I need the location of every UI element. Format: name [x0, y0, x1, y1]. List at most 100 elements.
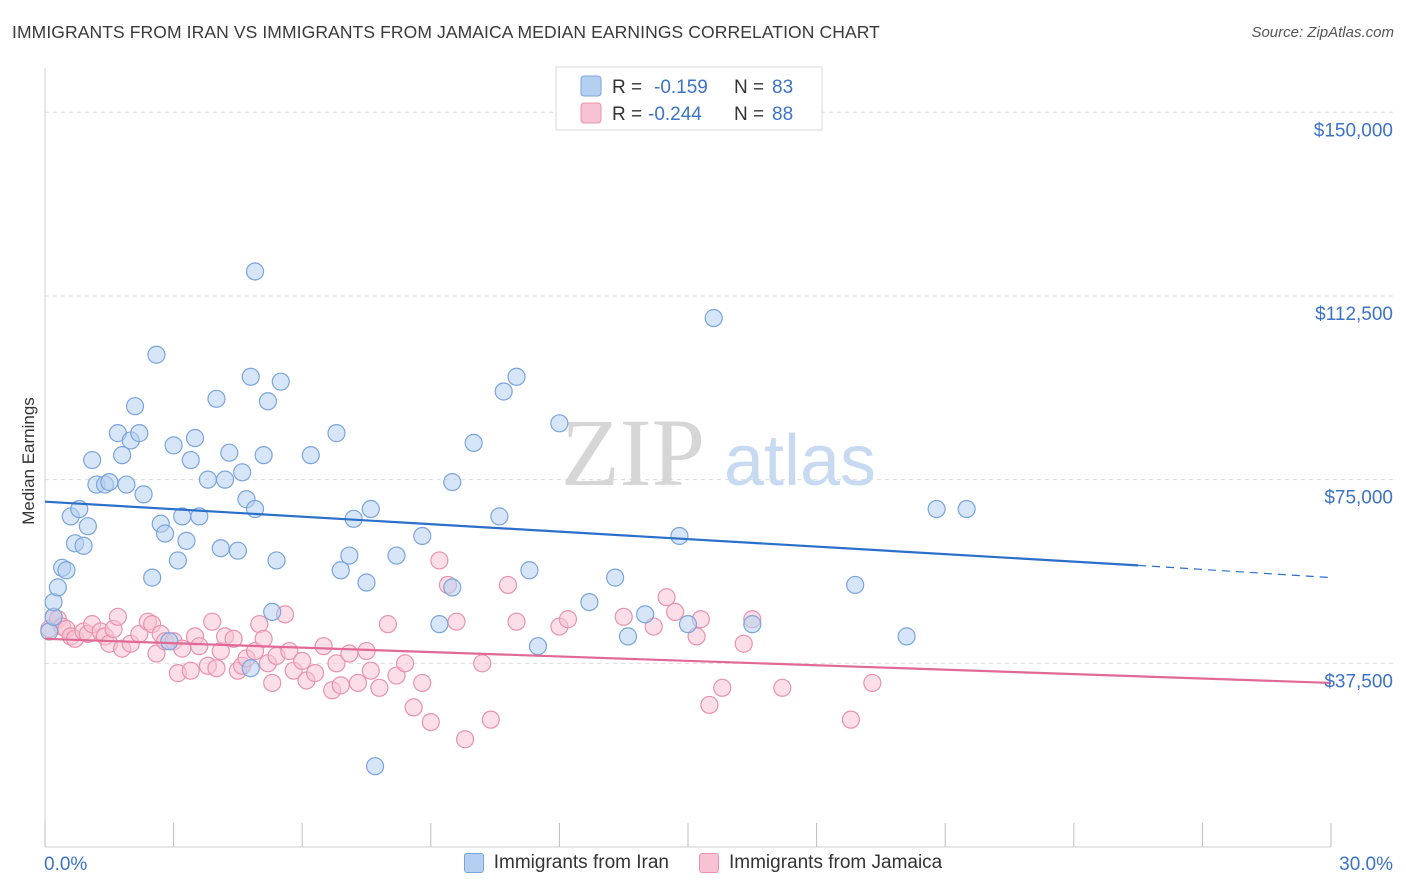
point-jamaica	[340, 644, 359, 663]
trend-line-iran-extension	[1138, 564, 1332, 579]
point-jamaica	[657, 588, 676, 607]
point-iran	[327, 424, 346, 443]
point-iran	[113, 446, 132, 465]
point-iran	[606, 568, 625, 587]
point-iran	[550, 414, 569, 433]
point-jamaica	[773, 678, 792, 697]
point-jamaica	[700, 695, 719, 715]
point-iran	[134, 485, 153, 504]
point-iran	[185, 428, 205, 448]
point-iran	[494, 382, 513, 401]
point-jamaica	[331, 676, 350, 695]
point-jamaica	[455, 730, 475, 749]
point-iran	[490, 507, 509, 526]
point-iran	[254, 446, 273, 465]
point-iran	[464, 433, 483, 453]
legend-jamaica-n-value: 88	[772, 104, 793, 125]
point-jamaica	[447, 612, 466, 631]
point-iran	[125, 397, 145, 416]
point-iran	[207, 389, 226, 408]
point-iran	[507, 367, 526, 386]
point-iran	[618, 627, 638, 646]
point-jamaica	[507, 612, 526, 631]
point-iran	[100, 472, 119, 492]
source-label: Source: ZipAtlas.com	[1251, 24, 1394, 41]
point-jamaica	[348, 673, 368, 693]
legend-jamaica-r-value: -0.244	[648, 104, 702, 125]
point-jamaica	[254, 629, 273, 648]
point-iran	[228, 541, 247, 560]
point-iran	[160, 632, 179, 651]
point-iran	[130, 424, 149, 443]
grid-lines	[45, 111, 1395, 664]
point-jamaica	[841, 710, 860, 729]
point-iran	[636, 605, 655, 624]
legend-item-jamaica: Immigrants from Jamaica	[698, 852, 943, 874]
point-iran	[365, 757, 385, 776]
point-iran	[78, 517, 97, 536]
chart-title: IMMIGRANTS FROM IRAN VS IMMIGRANTS FROM …	[12, 22, 880, 42]
point-iran	[430, 615, 449, 634]
y-tick-label: $75,000	[1324, 488, 1393, 509]
point-jamaica	[421, 712, 440, 732]
y-tick-labels: $37,500 $75,000 $112,500 $150,000	[1314, 120, 1393, 692]
point-jamaica	[293, 651, 312, 670]
point-iran	[678, 615, 698, 634]
y-axis-label: Median Earnings	[19, 397, 38, 525]
point-iran	[241, 367, 260, 386]
point-jamaica	[395, 654, 415, 673]
point-iran	[168, 551, 187, 570]
trend-line-jamaica	[44, 637, 1332, 685]
point-jamaica	[361, 661, 380, 680]
point-iran	[117, 475, 136, 494]
point-jamaica	[614, 607, 633, 626]
point-iran	[271, 372, 290, 391]
point-jamaica	[734, 634, 753, 653]
point-jamaica	[430, 551, 449, 570]
point-iran	[57, 561, 76, 580]
point-iran	[580, 592, 599, 612]
x-tick-label-max: 30.0%	[1339, 854, 1393, 875]
trend-line-iran	[44, 500, 1139, 567]
legend-item-iran: Immigrants from Iran	[463, 852, 669, 874]
point-iran	[215, 470, 235, 489]
point-iran	[897, 627, 916, 646]
point-iran	[190, 507, 209, 526]
y-tick-label: $37,500	[1324, 671, 1393, 692]
point-jamaica	[378, 615, 398, 634]
point-iran	[267, 551, 286, 570]
point-iran	[83, 450, 102, 470]
point-jamaica	[473, 654, 492, 673]
point-jamaica	[713, 678, 732, 697]
point-iran	[211, 539, 230, 558]
legend-jamaica-n-label: N =	[734, 104, 764, 125]
point-iran	[743, 615, 762, 634]
x-tick-label-min: 0.0%	[44, 854, 87, 875]
point-jamaica	[404, 698, 423, 717]
legend-swatch-iran	[580, 75, 602, 97]
point-iran	[198, 470, 217, 489]
point-iran	[846, 575, 865, 595]
watermark-atlas: atlas	[724, 421, 876, 501]
legend-bottom-label-iran: Immigrants from Iran	[493, 852, 669, 873]
point-jamaica	[181, 661, 200, 680]
watermark-zip: ZIP	[561, 399, 705, 506]
point-iran	[704, 308, 723, 328]
legend-bottom-label-jamaica: Immigrants from Jamaica	[728, 852, 943, 873]
point-iran	[340, 546, 359, 565]
y-tick-label: $150,000	[1314, 120, 1393, 141]
point-iran	[957, 499, 976, 519]
point-iran	[443, 472, 462, 492]
point-iran	[361, 499, 380, 519]
point-iran	[670, 526, 689, 546]
point-iran	[164, 436, 183, 455]
legend-iran-r-label: R =	[612, 77, 642, 98]
point-iran	[220, 443, 239, 462]
point-jamaica	[327, 654, 346, 673]
y-tick-label: $112,500	[1315, 304, 1393, 325]
legend-swatch-jamaica	[580, 102, 602, 124]
point-jamaica	[413, 673, 432, 693]
point-iran	[443, 578, 462, 597]
point-iran	[528, 637, 548, 656]
point-jamaica	[558, 610, 578, 629]
